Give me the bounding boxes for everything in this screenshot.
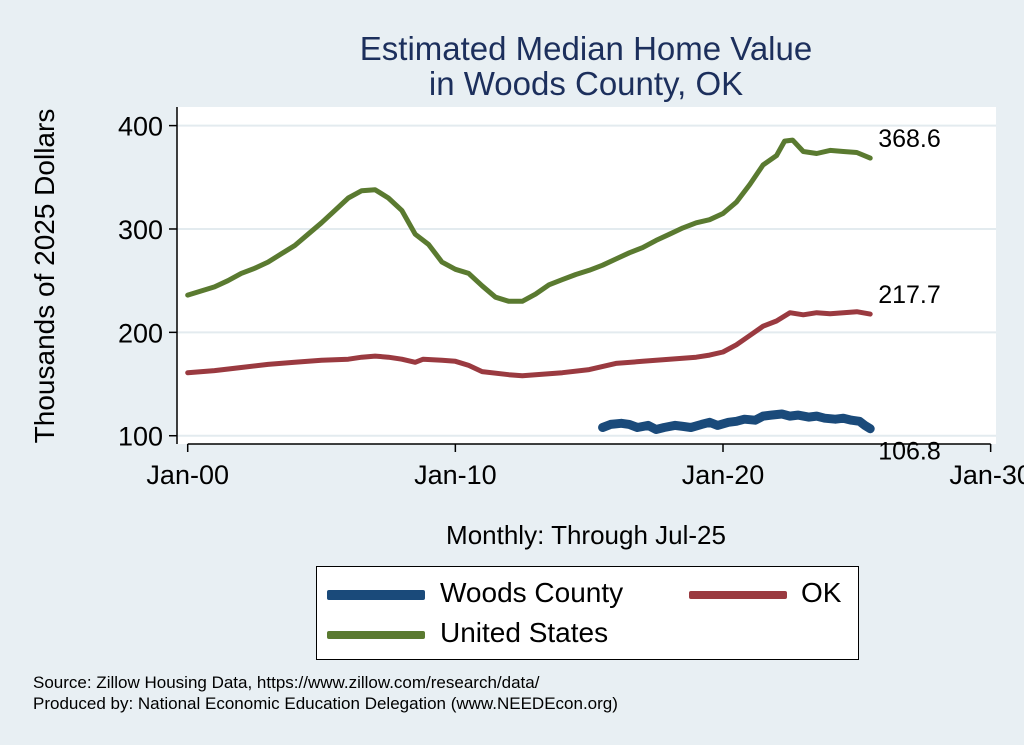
- y-tick-label: 100: [118, 422, 163, 452]
- y-tick-label: 400: [118, 112, 163, 142]
- legend-label-united-states: United States: [440, 617, 609, 648]
- end-label-woods-county: 106.8: [878, 438, 941, 466]
- legend-swatch-united-states: [327, 631, 425, 639]
- x-axis-label: Monthly: Through Jul-25: [446, 520, 726, 550]
- x-tick-label: Jan-20: [682, 460, 765, 490]
- x-tick-label: Jan-00: [146, 460, 229, 490]
- axes: 100 200 300 400 Jan-00 Jan-10 Jan-20 Jan-30: [118, 107, 1024, 490]
- series-line-woods-county: [598, 409, 875, 434]
- y-tick-label: 300: [118, 215, 163, 245]
- end-label-ok: 217.7: [878, 281, 941, 309]
- y-axis-label: Thousands of 2025 Dollars: [29, 109, 60, 444]
- gridlines: [177, 124, 996, 437]
- x-tick-label: Jan-10: [414, 460, 497, 490]
- legend-swatch-ok: [689, 591, 787, 599]
- legend: Woods County OK United States: [316, 566, 859, 660]
- series-lines: [185, 137, 875, 434]
- series-line-united-states: [185, 137, 873, 304]
- chart-title-line-2: in Woods County, OK: [428, 65, 744, 102]
- series-line-ok: [185, 309, 873, 379]
- legend-label-woods-county: Woods County: [440, 577, 624, 608]
- produced-by-note: Produced by: National Economic Education…: [33, 694, 618, 713]
- plot-svg: 100 200 300 400 Jan-00 Jan-10 Jan-20 Jan-30 106…: [29, 107, 1024, 550]
- chart-title-line-1: Estimated Median Home Value: [359, 30, 813, 67]
- end-labels: 106.8 217.7 368.6: [878, 125, 941, 466]
- plot-area: [177, 107, 996, 444]
- legend-swatch-woods-county: [327, 590, 425, 600]
- x-tick-label: Jan-30: [949, 460, 1024, 490]
- y-tick-label: 200: [118, 318, 163, 348]
- source-note: Source: Zillow Housing Data, https://www…: [33, 673, 540, 692]
- end-label-united-states: 368.6: [878, 125, 941, 153]
- legend-label-ok: OK: [801, 577, 842, 608]
